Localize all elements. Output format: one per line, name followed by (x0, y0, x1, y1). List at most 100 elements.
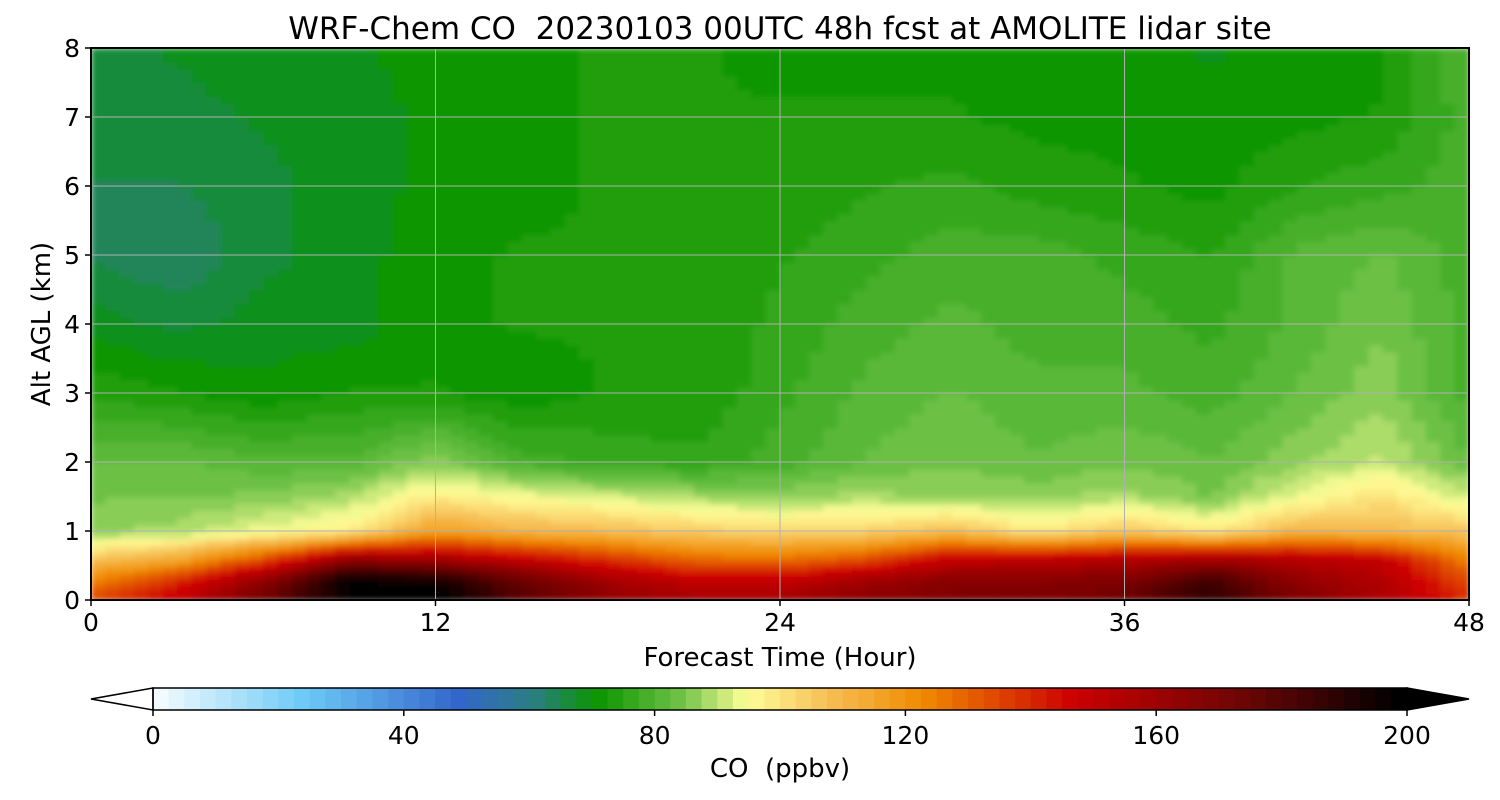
field-cell (1095, 379, 1111, 387)
field-cell (507, 241, 523, 249)
field-cell (1253, 593, 1269, 600)
field-cell (1038, 241, 1054, 249)
field-cell (1210, 420, 1226, 429)
field-cell (1440, 489, 1456, 498)
field-cell (1354, 531, 1370, 539)
field-cell (1239, 420, 1255, 429)
field-cell (952, 517, 968, 525)
field-cell (119, 351, 135, 360)
field-cell (1124, 503, 1140, 512)
field-cell (1411, 372, 1427, 380)
field-cell (794, 337, 810, 346)
field-cell (91, 413, 107, 422)
field-cell (1181, 537, 1198, 546)
field-cell (277, 496, 293, 505)
field-cell (349, 289, 365, 298)
field-cell (378, 393, 394, 401)
field-cell (291, 593, 308, 600)
field-cell (320, 317, 336, 325)
field-cell (1282, 413, 1298, 422)
field-cell (751, 351, 767, 360)
field-cell (1009, 406, 1025, 415)
field-cell (966, 406, 982, 415)
field-cell (263, 255, 279, 263)
field-cell (478, 434, 494, 443)
field-cell (1081, 324, 1097, 332)
field-cell (1454, 303, 1469, 311)
field-cell (320, 261, 336, 270)
field-cell (736, 462, 753, 470)
field-cell (378, 558, 394, 567)
field-cell (1038, 310, 1054, 318)
field-cell (1167, 261, 1183, 270)
field-cell (1296, 399, 1312, 408)
field-cell (980, 344, 997, 353)
field-cell (277, 393, 293, 401)
field-cell (780, 282, 796, 291)
field-cell (1196, 324, 1212, 332)
field-cell (966, 296, 982, 305)
field-cell (966, 379, 982, 387)
field-cell (320, 503, 336, 512)
field-cell (1339, 282, 1355, 291)
field-cell (478, 586, 494, 594)
field-cell (277, 248, 293, 256)
field-cell (1325, 317, 1341, 325)
field-cell (291, 482, 308, 491)
field-cell (765, 241, 781, 249)
field-cell (1382, 551, 1399, 560)
field-cell (1210, 517, 1226, 525)
field-cell (1425, 289, 1442, 298)
field-cell (1268, 441, 1284, 449)
field-cell (1024, 475, 1040, 484)
field-cell (507, 289, 523, 298)
field-cell (105, 303, 121, 311)
field-cell (1325, 455, 1341, 463)
field-cell (277, 261, 293, 270)
field-cell (392, 517, 408, 525)
field-cell (248, 544, 265, 553)
field-cell (392, 565, 408, 574)
field-cell (607, 303, 623, 311)
field-cell (1239, 268, 1255, 277)
field-cell (722, 510, 738, 518)
field-cell (564, 517, 580, 525)
field-cell (162, 434, 178, 443)
field-cell (1411, 386, 1427, 394)
field-cell (866, 282, 882, 291)
field-cell (1038, 510, 1054, 518)
field-cell (134, 496, 150, 505)
field-cell (679, 420, 695, 429)
field-cell (607, 413, 623, 422)
field-cell (306, 441, 322, 449)
field-cell (205, 337, 221, 346)
field-cell (894, 551, 910, 560)
field-cell (851, 241, 867, 249)
field-cell (808, 358, 824, 367)
field-cell (1110, 489, 1126, 498)
field-cell (808, 282, 824, 291)
field-cell (1196, 406, 1212, 415)
field-cell (1167, 420, 1183, 429)
field-cell (708, 510, 724, 518)
field-cell (1138, 379, 1154, 387)
field-cell (1397, 517, 1413, 525)
field-cell (148, 489, 164, 498)
field-cell (105, 261, 121, 270)
field-cell (349, 524, 365, 532)
field-cell (1024, 420, 1040, 429)
field-cell (866, 310, 882, 318)
field-cell (234, 537, 250, 546)
field-cell (177, 586, 193, 594)
field-cell (392, 241, 408, 249)
field-cell (335, 275, 351, 284)
field-cell (837, 558, 853, 567)
field-cell (1282, 372, 1298, 380)
field-cell (909, 310, 925, 318)
field-cell (1411, 317, 1427, 325)
field-cell (1368, 427, 1384, 436)
field-cell (923, 593, 939, 600)
field-cell (248, 572, 265, 581)
field-cell (1239, 441, 1255, 449)
field-cell (1382, 372, 1399, 380)
